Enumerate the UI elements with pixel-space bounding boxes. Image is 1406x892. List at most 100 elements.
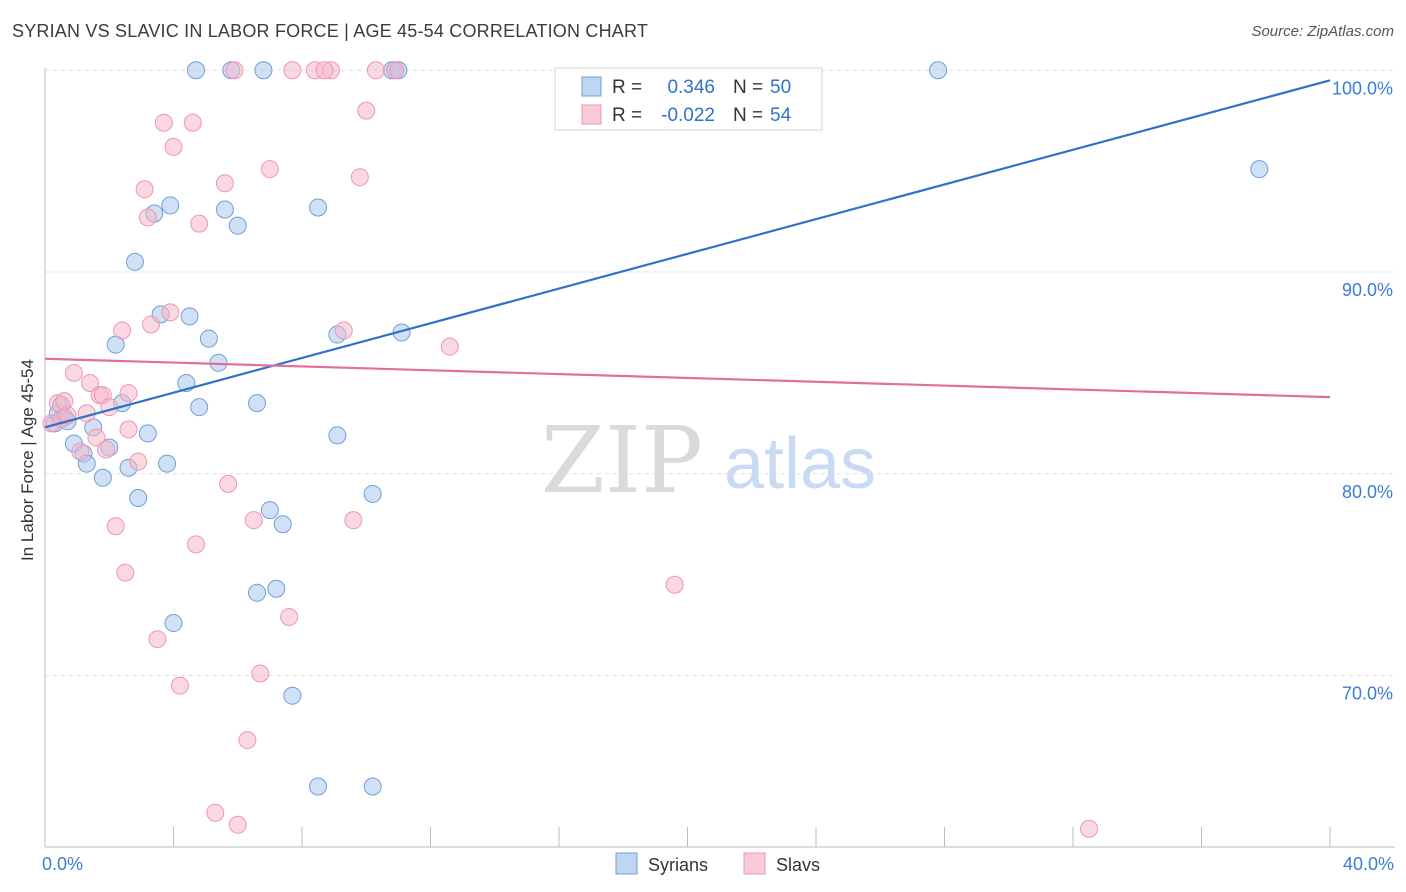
point-slavs bbox=[119, 384, 138, 403]
point-syrians bbox=[363, 484, 382, 503]
stats-legend: R = 0.346 N = 50 R = -0.022 N = 54 bbox=[554, 67, 823, 131]
point-syrians bbox=[309, 198, 328, 217]
x-tick-label: 0.0% bbox=[42, 854, 83, 874]
stats-swatch-syrians bbox=[581, 76, 602, 97]
point-slavs bbox=[138, 208, 157, 227]
point-syrians bbox=[215, 200, 234, 219]
point-slavs bbox=[386, 61, 405, 80]
point-slavs bbox=[251, 664, 270, 683]
point-syrians bbox=[190, 398, 209, 417]
point-slavs bbox=[280, 608, 299, 627]
point-syrians bbox=[161, 196, 180, 215]
y-tick-label: 90.0% bbox=[1342, 280, 1393, 300]
point-slavs bbox=[142, 315, 161, 334]
point-slavs bbox=[55, 392, 74, 411]
point-slavs bbox=[148, 630, 167, 649]
points-layer bbox=[42, 61, 1269, 838]
point-slavs bbox=[161, 303, 180, 322]
axis-layer bbox=[44, 68, 1395, 848]
point-syrians bbox=[248, 394, 267, 413]
stats-swatch-slavs bbox=[581, 104, 602, 125]
point-syrians bbox=[199, 329, 218, 348]
point-slavs bbox=[87, 428, 106, 447]
chart-title: SYRIAN VS SLAVIC IN LABOR FORCE | AGE 45… bbox=[12, 21, 649, 41]
point-syrians bbox=[929, 61, 948, 80]
trend-layer bbox=[44, 79, 1331, 429]
point-syrians bbox=[267, 579, 286, 598]
point-slavs bbox=[225, 61, 244, 80]
point-slavs bbox=[183, 113, 202, 132]
point-slavs bbox=[170, 676, 189, 695]
y-tick-label: 70.0% bbox=[1342, 684, 1393, 704]
point-slavs bbox=[164, 137, 183, 156]
point-slavs bbox=[215, 174, 234, 193]
x-tick-label: 40.0% bbox=[1343, 854, 1394, 874]
point-slavs bbox=[97, 440, 116, 459]
stats-r-label: R = bbox=[612, 77, 642, 98]
point-slavs bbox=[440, 337, 459, 356]
point-syrians bbox=[186, 61, 205, 80]
source-label: Source: ZipAtlas.com bbox=[1251, 23, 1394, 40]
point-slavs bbox=[100, 398, 119, 417]
point-slavs bbox=[228, 815, 247, 834]
point-syrians bbox=[93, 468, 112, 487]
point-slavs bbox=[119, 420, 138, 439]
stats-r-value: -0.022 bbox=[661, 105, 715, 126]
trendline-slavs bbox=[44, 357, 1331, 399]
point-slavs bbox=[113, 321, 132, 340]
point-syrians bbox=[180, 307, 199, 326]
watermark-zip: ZIP bbox=[541, 407, 703, 514]
legend-swatch-slavs bbox=[743, 852, 766, 875]
point-syrians bbox=[309, 777, 328, 796]
point-syrians bbox=[254, 61, 273, 80]
point-slavs bbox=[238, 731, 257, 750]
legend-swatch-syrians bbox=[615, 852, 638, 875]
legend-label-syrians: Syrians bbox=[648, 855, 708, 875]
point-slavs bbox=[357, 101, 376, 120]
point-slavs bbox=[1080, 819, 1099, 838]
point-syrians bbox=[248, 583, 267, 602]
point-slavs bbox=[106, 517, 125, 536]
point-syrians bbox=[328, 426, 347, 445]
y-tick-label: 80.0% bbox=[1342, 482, 1393, 502]
point-syrians bbox=[260, 501, 279, 520]
tick-labels: 100.0% 90.0% 80.0% 70.0% 0.0% 40.0% bbox=[42, 78, 1394, 874]
point-slavs bbox=[350, 168, 369, 187]
point-slavs bbox=[334, 321, 353, 340]
trendline-syrians bbox=[44, 79, 1331, 429]
point-slavs bbox=[344, 511, 363, 530]
point-syrians bbox=[125, 252, 144, 271]
point-slavs bbox=[219, 474, 238, 493]
watermark: ZIP atlas bbox=[541, 407, 876, 514]
point-syrians bbox=[363, 777, 382, 796]
point-slavs bbox=[77, 404, 96, 423]
point-syrians bbox=[228, 216, 247, 235]
watermark-atlas: atlas bbox=[724, 424, 876, 504]
point-slavs bbox=[80, 373, 99, 392]
bottom-legend: Syrians Slavs bbox=[615, 852, 820, 875]
point-syrians bbox=[1250, 160, 1269, 179]
y-tick-label: 100.0% bbox=[1332, 78, 1393, 98]
point-slavs bbox=[186, 535, 205, 554]
stats-n-label: N = bbox=[733, 105, 763, 126]
point-syrians bbox=[273, 515, 292, 534]
stats-r-value: 0.346 bbox=[667, 77, 715, 98]
point-slavs bbox=[366, 61, 385, 80]
point-slavs bbox=[665, 575, 684, 594]
legend-label-slavs: Slavs bbox=[776, 855, 820, 875]
stats-n-value: 54 bbox=[770, 105, 792, 126]
point-syrians bbox=[283, 686, 302, 705]
point-slavs bbox=[206, 803, 225, 822]
point-slavs bbox=[190, 214, 209, 233]
point-syrians bbox=[129, 488, 148, 507]
point-syrians bbox=[138, 424, 157, 443]
point-slavs bbox=[315, 61, 334, 80]
point-syrians bbox=[158, 454, 177, 473]
point-slavs bbox=[129, 452, 148, 471]
point-slavs bbox=[260, 160, 279, 179]
stats-r-label: R = bbox=[612, 105, 642, 126]
point-slavs bbox=[244, 511, 263, 530]
point-slavs bbox=[116, 563, 135, 582]
point-slavs bbox=[64, 363, 83, 382]
